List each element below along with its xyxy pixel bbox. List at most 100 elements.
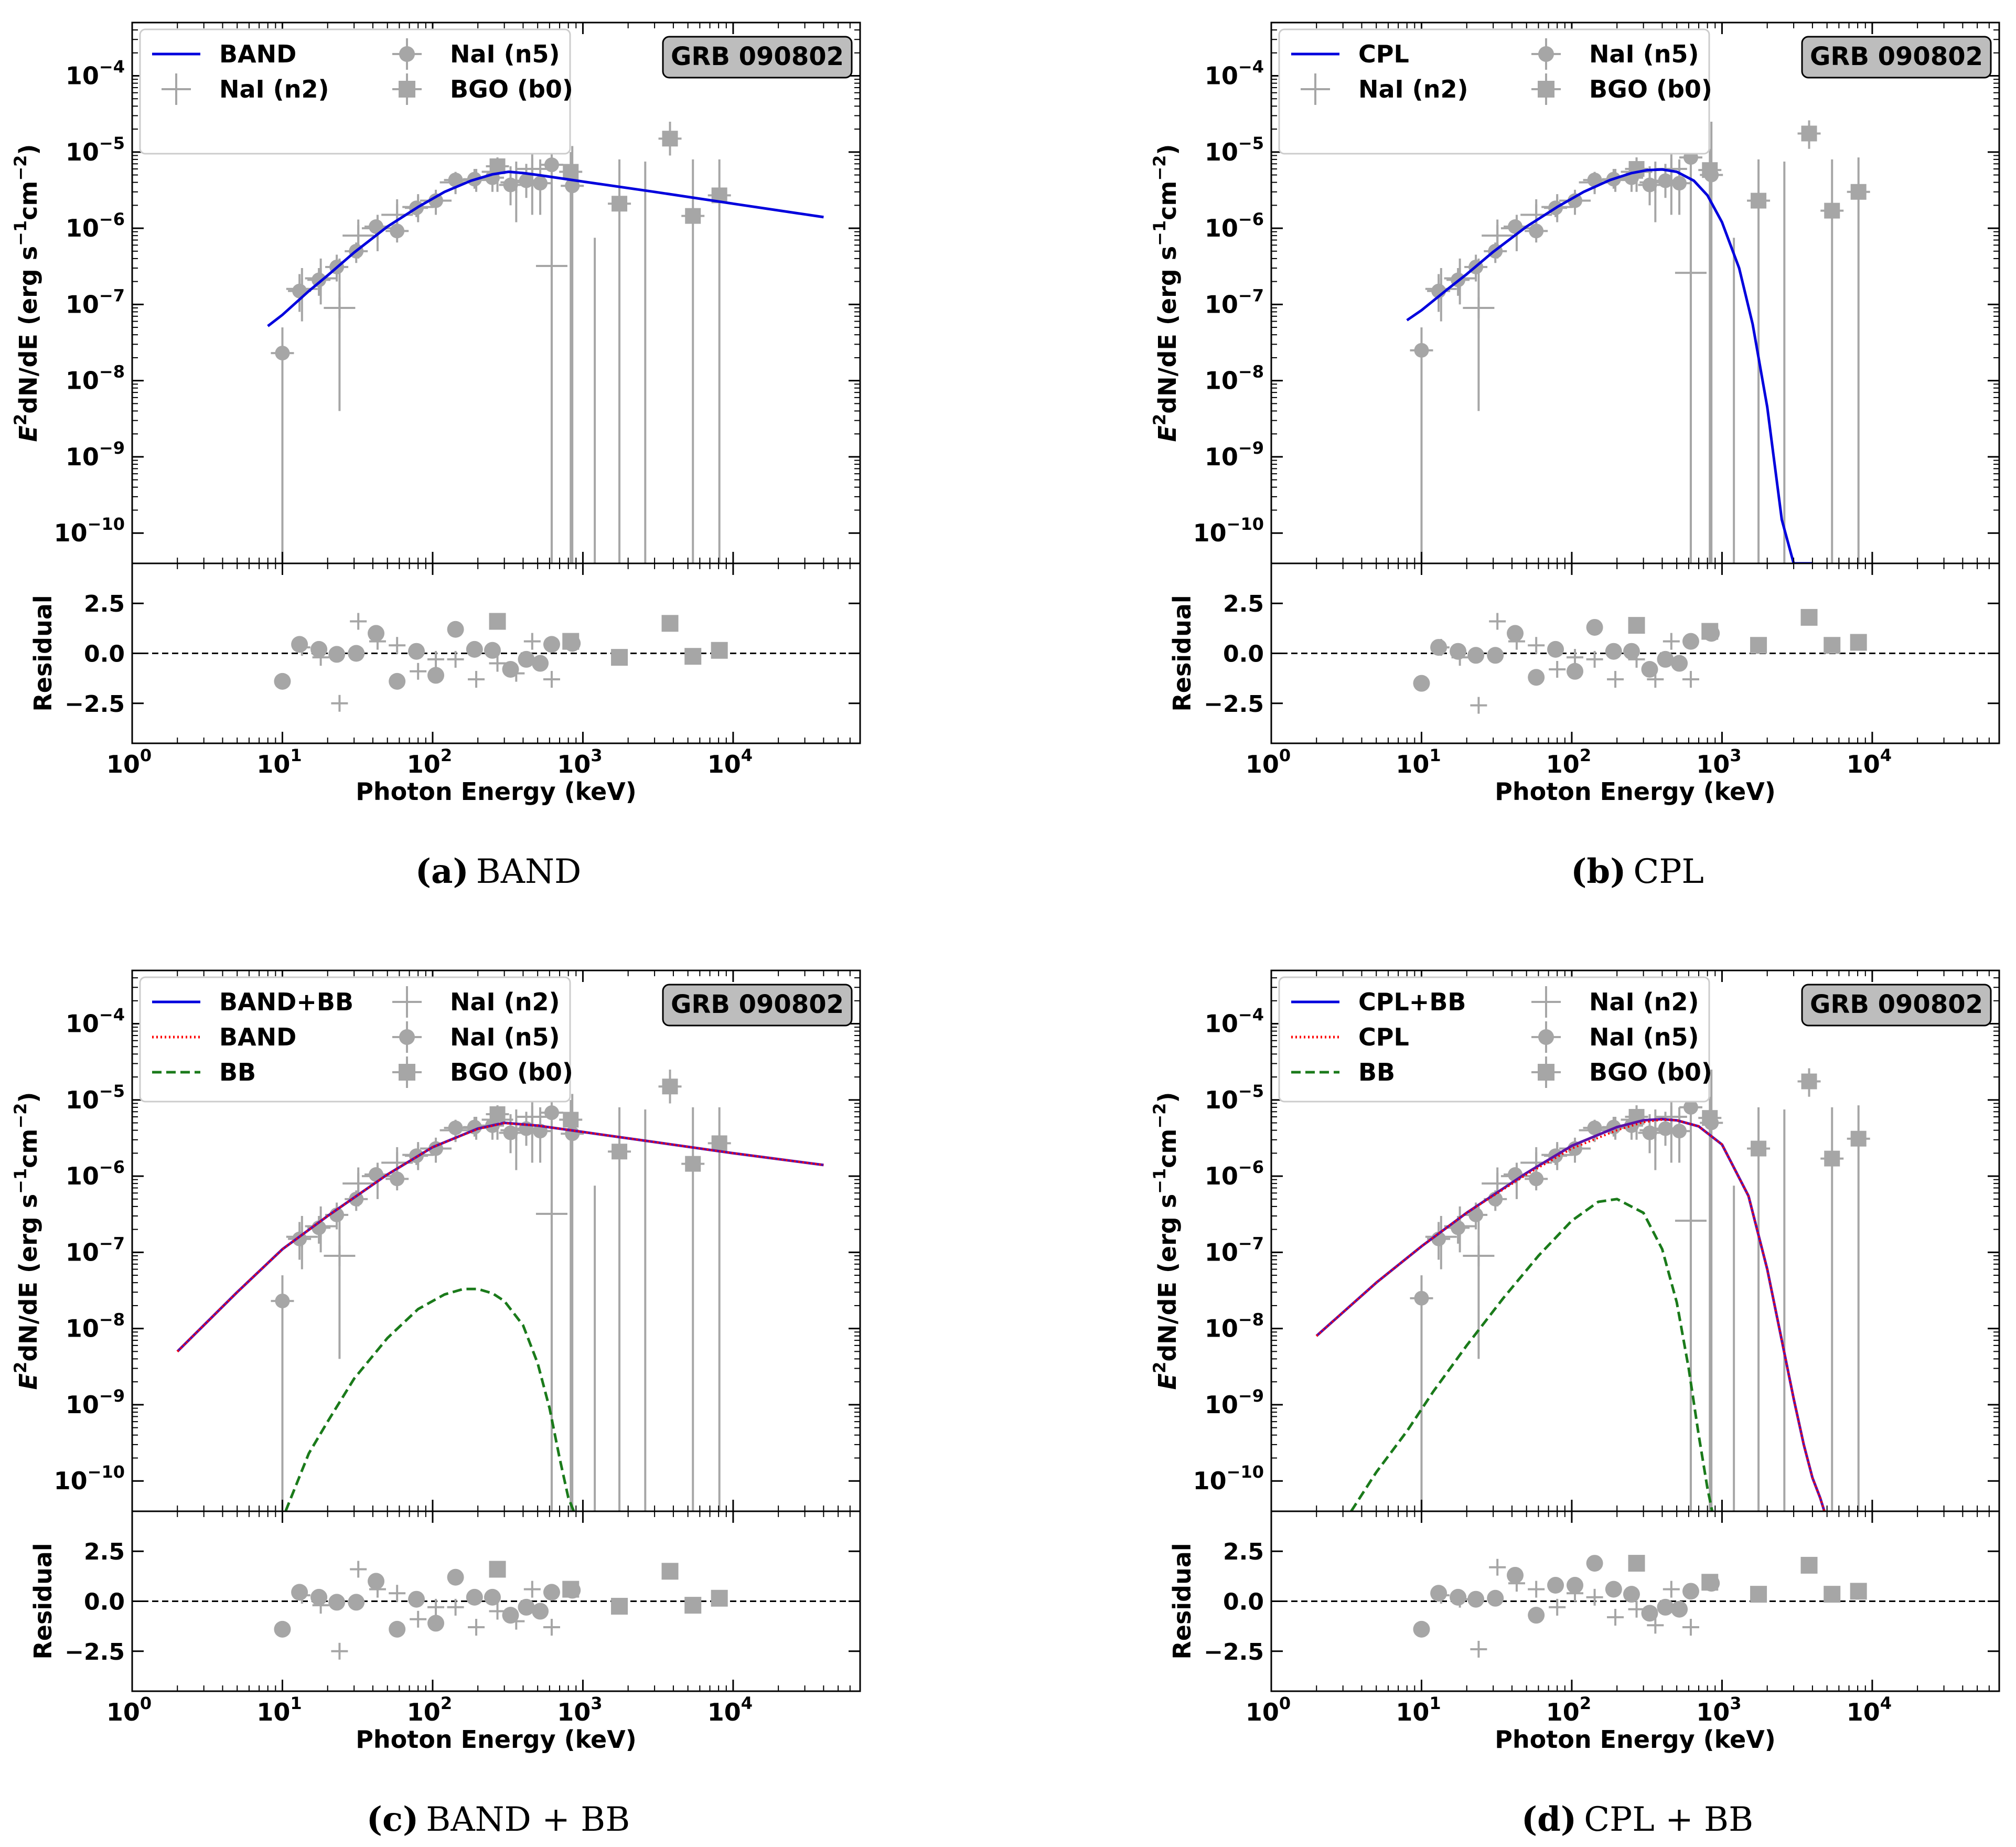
data-point <box>369 219 384 234</box>
legend-marker <box>399 46 415 62</box>
x-tick-label: 102 <box>407 745 452 778</box>
legend-item: BB <box>152 1058 256 1086</box>
data-point <box>448 173 463 188</box>
caption: (d) CPL + BB <box>1521 1800 1753 1839</box>
residual-point <box>1528 1607 1545 1624</box>
legend-item: BGO (b0) <box>1531 73 1712 105</box>
x-tick-label: 101 <box>256 1693 302 1726</box>
legend-item: BGO (b0) <box>392 1056 573 1088</box>
residual-point <box>532 1603 549 1620</box>
residual-point <box>1850 634 1867 651</box>
residual-point <box>1586 1555 1603 1572</box>
residual-point <box>274 1620 291 1638</box>
data-point <box>1801 1073 1817 1090</box>
residual-point <box>1657 650 1674 668</box>
residual-point <box>1671 655 1688 672</box>
residual-point <box>611 649 628 666</box>
legend-item: BB <box>1291 1058 1395 1086</box>
data-point <box>565 178 580 194</box>
x-axis-label: Photon Energy (keV) <box>356 1725 637 1754</box>
residual-point <box>1430 1585 1447 1602</box>
y-tick-label: 10−7 <box>1205 285 1264 318</box>
legend-item: NaI (n5) <box>392 38 560 70</box>
residual-point <box>1750 1586 1767 1603</box>
residual-point <box>1800 608 1818 626</box>
legend-item: CPL <box>1291 40 1409 68</box>
model-curve-band-bb <box>176 1122 824 1353</box>
residual-point <box>1641 660 1658 678</box>
residual-point <box>1507 625 1524 642</box>
x-tick-label: 104 <box>707 1693 753 1726</box>
series-nai-n5- <box>1410 122 1723 563</box>
grb-label-box <box>1801 36 1992 79</box>
x-tick-label: 102 <box>1546 1693 1591 1726</box>
residual-point <box>1682 633 1699 650</box>
x-tick-label: 104 <box>707 745 753 778</box>
data-point <box>503 177 518 193</box>
x-tick-label: 102 <box>1546 745 1591 778</box>
residual-point <box>562 1581 580 1598</box>
legend-label: BB <box>219 1058 256 1086</box>
y-axis-label: E2dN/dE (erg s−1cm−2) <box>10 1092 42 1390</box>
residual-point <box>1547 1577 1564 1594</box>
legend-label: NaI (n5) <box>1589 1023 1699 1051</box>
legend-label: NaI (n2) <box>1358 75 1468 103</box>
data-point <box>1658 1121 1673 1136</box>
residual-point <box>368 625 385 642</box>
x-tick-label: 103 <box>557 1693 602 1726</box>
residual-point <box>661 1563 679 1580</box>
data-point <box>544 157 559 173</box>
data-point <box>489 1106 506 1122</box>
y-tick-label: 10−8 <box>1205 1310 1264 1343</box>
residual-point <box>1567 663 1584 680</box>
residual-point <box>291 636 308 653</box>
x-tick-label: 101 <box>1396 1693 1441 1726</box>
legend-item: NaI (n5) <box>392 1021 560 1053</box>
data-point <box>563 1112 579 1128</box>
residual-plot-area <box>1271 608 1999 714</box>
legend-label: BGO (b0) <box>450 1058 573 1086</box>
legend-item: NaI (n2) <box>392 986 560 1018</box>
data-point <box>1801 125 1817 142</box>
residual-point <box>1623 643 1640 660</box>
residual-point <box>1682 1583 1699 1600</box>
legend-label: BB <box>1358 1058 1395 1086</box>
residual-axis-label: Residual <box>29 1543 57 1659</box>
residual-point <box>408 643 425 660</box>
series-nai-n5- <box>271 1091 584 1511</box>
legend-label: NaI (n5) <box>1589 40 1699 68</box>
residual-point <box>518 1598 535 1616</box>
legend-item: CPL+BB <box>1291 988 1466 1016</box>
series-bgo-b0- <box>486 122 731 563</box>
caption: (c) BAND + BB <box>367 1800 630 1839</box>
residual-point <box>389 672 406 690</box>
data-point <box>519 173 534 188</box>
data-point <box>1642 177 1657 193</box>
y-tick-label: 10−8 <box>1205 362 1264 395</box>
spectrum-plot-area <box>176 1070 824 1511</box>
data-point <box>275 346 290 361</box>
residual-point <box>1450 1588 1467 1606</box>
data-point <box>685 1156 701 1172</box>
residual-point <box>1824 1586 1841 1603</box>
x-tick-label: 103 <box>1696 745 1741 778</box>
data-point <box>662 1079 678 1095</box>
chart-panel-d: 10−10 10−9 10−8 10−7 10−6 10−5 10−4 100 101 102 10… <box>1150 969 2000 1839</box>
legend-label: BGO (b0) <box>1589 1058 1712 1086</box>
residual-point <box>518 650 535 668</box>
residual-point <box>1605 1581 1622 1598</box>
residual-point <box>348 1594 365 1611</box>
residual-point <box>1528 669 1545 686</box>
model-curve-cpl <box>1406 168 1813 563</box>
residual-point <box>489 1561 506 1578</box>
y-tick-label: 10−7 <box>66 1233 125 1266</box>
x-axis-label: Photon Energy (keV) <box>1495 1725 1776 1754</box>
residual-point <box>1450 643 1467 660</box>
data-point <box>612 1144 628 1160</box>
data-point <box>1702 1110 1718 1126</box>
y-tick-label: 10−5 <box>66 1081 125 1114</box>
data-point <box>503 1125 518 1140</box>
data-point <box>369 1167 384 1182</box>
x-tick-label: 100 <box>1246 745 1291 778</box>
grb-label-box <box>1801 984 1992 1027</box>
